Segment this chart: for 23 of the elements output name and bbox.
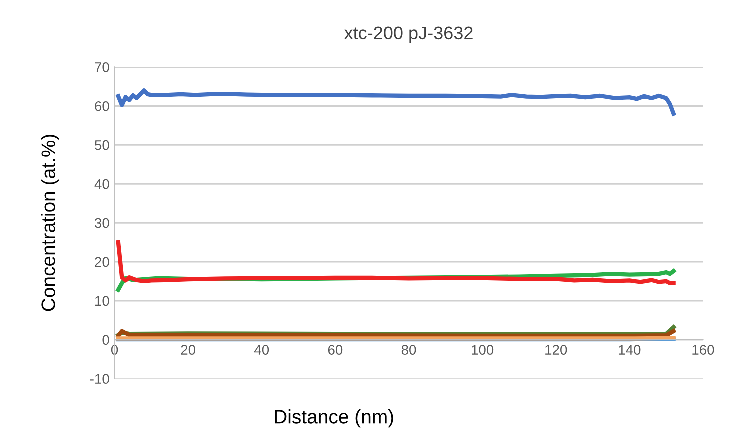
x-tick-label: 120 — [546, 345, 568, 355]
x-tick-label: 140 — [619, 345, 641, 355]
chart-title: xtc-200 pJ-3632 — [344, 26, 473, 44]
y-tick-label: 30 — [94, 218, 110, 228]
x-tick-label: 40 — [254, 345, 270, 355]
x-tick-label: 20 — [181, 345, 196, 355]
line-series — [116, 240, 676, 286]
line-series — [116, 88, 676, 116]
x-tick-label: 160 — [692, 345, 714, 355]
x-tick-label: 60 — [328, 345, 343, 355]
x-axis-title: Distance (nm) — [275, 410, 394, 428]
y-tick-label: 70 — [95, 62, 110, 72]
y-tick-label: 50 — [95, 140, 110, 150]
y-tick-label: 60 — [95, 101, 110, 112]
y-tick-label: 10 — [96, 296, 110, 306]
x-tick-label: 80 — [402, 345, 416, 355]
x-tick-label: 0 — [111, 345, 118, 355]
x-tick-label: 100 — [472, 345, 494, 355]
y-tick-label: 40 — [94, 179, 110, 190]
y-tick-label: 20 — [95, 257, 110, 268]
y-axis-title: Concentration (at.%) — [41, 135, 60, 312]
y-tick-label: 0 — [102, 335, 110, 346]
y-tick-label: -10 — [90, 374, 110, 384]
